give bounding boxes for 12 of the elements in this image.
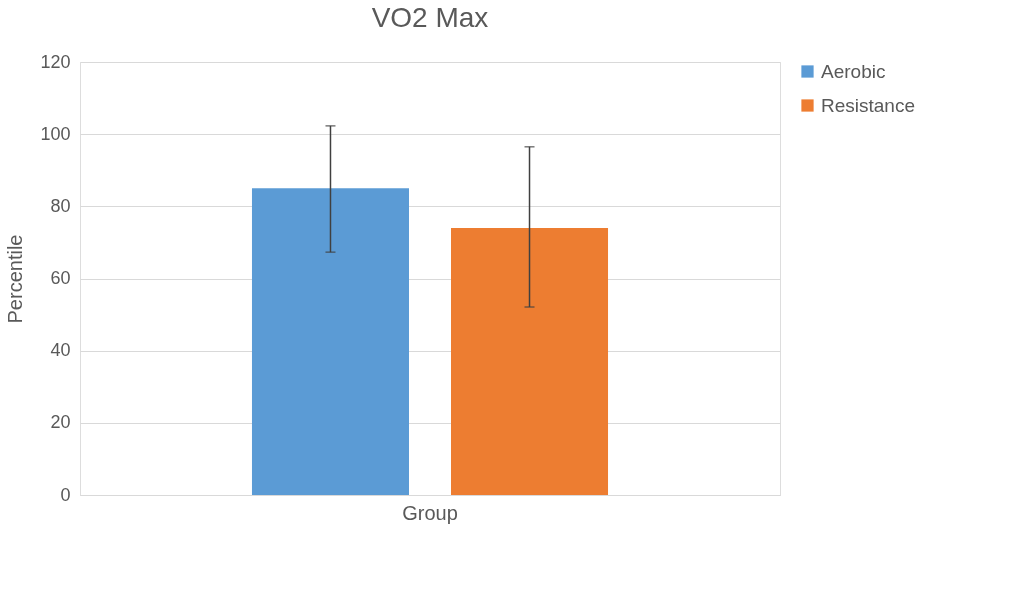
y-tick-label: 0 (60, 484, 71, 505)
y-tick-label: 100 (40, 123, 71, 144)
legend-label: Aerobic (821, 60, 886, 82)
y-tick-label: 60 (50, 268, 71, 288)
chart-title: VO2 Max (371, 2, 489, 33)
y-tick-label: 40 (50, 340, 71, 361)
y-axis-title: Percentile (4, 234, 27, 324)
y-tick-label: 20 (50, 412, 71, 433)
x-tick-label: Group (402, 501, 458, 524)
y-tick-label: 120 (40, 51, 71, 72)
y-tick-label: 80 (50, 195, 71, 216)
legend-label: Resistance (821, 94, 915, 116)
